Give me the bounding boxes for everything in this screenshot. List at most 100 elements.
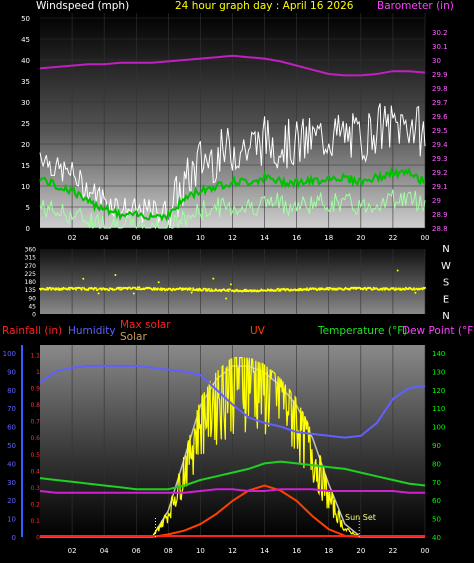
direction-point (392, 287, 395, 290)
wind-x-tick-label: 00 (421, 234, 430, 242)
temperature-tick-label: 120 (432, 387, 445, 395)
rain-tick-label: 0.5 (30, 452, 40, 459)
uv-label: UV (250, 325, 266, 337)
wind-gust-line (39, 103, 426, 229)
barometer-tick-label: 30.2 (432, 29, 448, 37)
wind-tick-label: 15 (21, 162, 30, 170)
direction-point (383, 288, 386, 291)
sun-set-annotation: Sun Set (345, 513, 376, 522)
direction-point (277, 287, 280, 290)
direction-point (211, 290, 214, 292)
rain-tick-label: 1.1 (30, 353, 40, 360)
direction-point (137, 288, 140, 291)
wind-x-tick-label: 04 (100, 234, 109, 242)
direction-point (108, 289, 110, 292)
direction-point (326, 286, 329, 289)
dewpoint-label: Dew Point (°F) (402, 325, 474, 337)
direction-point (204, 287, 207, 290)
solar-label: Solar (120, 331, 147, 343)
temperature-label: Temperature (°F) (317, 325, 407, 337)
direction-point (229, 283, 232, 286)
wind-tick-label: 50 (21, 15, 30, 23)
weather-x-tick-label: 02 (68, 547, 77, 555)
direction-tick-label: 0 (32, 312, 36, 319)
wind-series-group (39, 54, 426, 230)
barometer-tick-label: 29.4 (432, 141, 448, 149)
wind-x-tick-label: 22 (388, 234, 397, 242)
direction-point (120, 286, 122, 289)
barometer-tick-label: 29.6 (432, 113, 448, 121)
weather-x-tick-label: 06 (132, 547, 141, 555)
rain-tick-label: 0.9 (30, 386, 40, 393)
direction-point (152, 288, 155, 291)
wind-tick-label: 20 (21, 141, 30, 149)
direction-tick-label: 180 (25, 279, 37, 286)
wind-x-tick-label: 16 (292, 234, 301, 242)
wind-x-tick-label: 18 (324, 234, 333, 242)
direction-point (413, 288, 416, 291)
direction-point (132, 286, 134, 289)
rain-tick-label: 0.8 (30, 402, 40, 409)
direction-point (225, 297, 228, 300)
humidity-tick-label: 100 (3, 350, 16, 358)
temperature-tick-label: 40 (432, 534, 441, 542)
weather-x-tick-label: 22 (388, 547, 397, 555)
temperature-tick-label: 60 (432, 497, 441, 505)
barometer-line (39, 54, 426, 77)
direction-point (383, 287, 386, 290)
direction-point (181, 289, 183, 291)
direction-point (67, 286, 70, 289)
compass-label: W (441, 261, 451, 272)
direction-point (80, 288, 83, 291)
direction-point (396, 269, 399, 272)
direction-point (97, 292, 100, 295)
wind-tick-label: 35 (21, 78, 30, 86)
wind-tick-label: 45 (21, 36, 30, 44)
direction-point (224, 289, 227, 292)
direction-point (205, 289, 207, 292)
direction-point (114, 274, 117, 276)
direction-point (403, 288, 406, 291)
wind-x-tick-label: 14 (260, 234, 269, 242)
wind-x-tick-label: 08 (164, 234, 173, 242)
temperature-tick-label: 140 (432, 350, 445, 358)
direction-point (197, 289, 200, 292)
temperature-tick-label: 90 (432, 442, 441, 450)
direction-tick-label: 90 (28, 295, 36, 302)
direction-point (96, 288, 99, 291)
temperature-tick-label: 70 (432, 479, 441, 487)
rain-tick-label: 0.6 (30, 435, 40, 442)
direction-point (226, 288, 229, 291)
rain-tick-label: 0.3 (30, 485, 40, 492)
direction-point (75, 288, 78, 291)
weather-x-tick-label: 16 (292, 547, 301, 555)
rain-tick-label: 0 (36, 535, 40, 542)
barometer-axis-label: Barometer (in) (377, 0, 454, 12)
weather-x-tick-label: 12 (228, 547, 237, 555)
direction-point (138, 286, 141, 289)
wind-tick-label: 30 (21, 99, 30, 107)
direction-point (82, 277, 85, 280)
direction-point (152, 287, 155, 290)
wind-x-tick-label: 02 (68, 234, 77, 242)
weather-series-group (39, 357, 426, 538)
direction-point (412, 287, 415, 290)
direction-point (87, 289, 90, 291)
rain-tick-label: 0.7 (30, 419, 40, 426)
humidity-tick-label: 50 (7, 442, 16, 450)
direction-tick-label: 135 (25, 287, 37, 294)
wind-tick-label: 25 (21, 120, 30, 128)
direction-point (95, 287, 98, 290)
wind-tick-label: 10 (21, 183, 30, 191)
weather-x-tick-label: 10 (196, 547, 205, 555)
wind-x-tick-label: 10 (196, 234, 205, 242)
weather-x-tick-label: 00 (421, 547, 430, 555)
weather-x-tick-label: 04 (100, 547, 109, 555)
direction-point (201, 289, 204, 292)
barometer-tick-label: 29.2 (432, 169, 448, 177)
direction-point (395, 288, 398, 291)
humidity-tick-label: 0 (12, 534, 16, 542)
direction-point (74, 287, 77, 290)
humidity-tick-label: 90 (7, 368, 16, 376)
